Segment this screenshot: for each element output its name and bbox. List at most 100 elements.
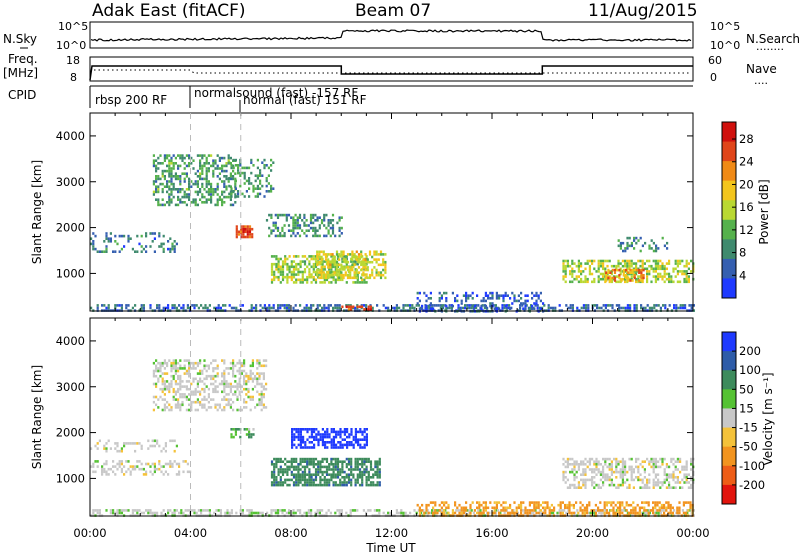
freq-panel-frame <box>89 56 694 82</box>
scatter-cell <box>330 255 333 258</box>
scatter-cell <box>172 175 175 178</box>
scatter-cell <box>188 361 191 365</box>
scatter-cell <box>542 506 545 510</box>
scatter-cell <box>635 241 638 245</box>
scatter-cell <box>277 265 280 269</box>
scatter-cell <box>245 400 248 404</box>
scatter-cell <box>207 154 210 157</box>
scatter-cell <box>363 438 366 441</box>
scatter-cell <box>262 359 265 362</box>
scatter-cell <box>562 470 565 474</box>
scatter-cell <box>659 259 662 263</box>
scatter-cell <box>105 234 108 238</box>
scatter-cell <box>294 219 297 222</box>
scatter-cell <box>460 511 463 515</box>
scatter-cell <box>173 240 176 243</box>
scatter-cell <box>210 377 213 381</box>
scatter-cell <box>308 428 311 431</box>
scatter-cell <box>201 201 204 204</box>
scatter-cell <box>312 457 315 461</box>
scatter-cell <box>375 258 378 261</box>
scatter-cell <box>661 483 664 487</box>
scatter-cell <box>256 403 259 407</box>
scatter-cell <box>517 294 520 297</box>
scatter-cell <box>659 465 662 469</box>
scatter-cell <box>509 503 512 507</box>
scatter-cell <box>157 361 160 365</box>
scatter-cell <box>120 509 123 512</box>
scatter-cell <box>506 506 509 510</box>
scatter-cell <box>230 433 233 436</box>
scatter-cell <box>191 509 194 512</box>
scatter-cell <box>570 503 573 507</box>
scatter-cell <box>238 377 241 381</box>
scatter-cell <box>116 509 119 512</box>
scatter-cell <box>312 229 315 232</box>
scatter-cell <box>151 473 154 476</box>
scatter-cell <box>237 171 240 175</box>
scatter-cell <box>343 438 346 441</box>
scatter-cell <box>361 476 364 479</box>
scatter-cell <box>286 468 289 471</box>
scatter-cell <box>341 468 344 471</box>
scatter-cell <box>185 372 188 375</box>
scatter-cell <box>332 457 335 461</box>
scatter-cell <box>254 406 257 409</box>
scatter-cell <box>214 403 217 407</box>
scatter-cell <box>162 465 165 468</box>
scatter-cell <box>579 506 582 510</box>
scatter-cell <box>274 224 277 227</box>
scatter-cell <box>379 263 383 267</box>
scatter-cell <box>292 476 296 479</box>
scatter-cell <box>630 259 633 263</box>
scatter-cell <box>207 387 210 391</box>
scatter-cell <box>230 166 233 170</box>
scatter-cell <box>596 306 599 310</box>
scatter-cell <box>167 509 170 512</box>
scatter-cell <box>232 400 235 404</box>
scatter-cell <box>246 509 249 512</box>
scatter-cell <box>109 467 112 471</box>
scatter-cell <box>288 275 291 279</box>
scatter-cell <box>654 463 657 466</box>
scatter-cell <box>173 247 176 251</box>
scatter-cell <box>685 511 688 515</box>
scatter-cell <box>263 195 266 198</box>
scatter-cell <box>321 465 324 469</box>
scatter-cell <box>689 501 692 504</box>
scatter-cell <box>107 473 110 476</box>
scatter-cell <box>647 511 650 515</box>
scatter-cell <box>323 268 326 271</box>
scatter-cell <box>162 306 165 310</box>
scatter-cell <box>309 213 313 217</box>
scatter-cell <box>520 509 523 512</box>
scatter-cell <box>270 255 274 258</box>
scatter-cell <box>573 277 576 281</box>
scatter-cell <box>654 262 657 265</box>
scatter-cell <box>422 509 425 512</box>
scatter-cell <box>588 270 591 273</box>
scatter-cell <box>303 213 306 217</box>
scatter-cell <box>279 470 282 474</box>
scatter-cell <box>291 443 294 447</box>
scatter-cell <box>203 201 206 204</box>
scatter-cell <box>334 273 337 276</box>
scatter-cell <box>310 257 313 261</box>
scatter-cell <box>310 304 313 307</box>
scatter-cell <box>341 470 344 474</box>
scatter-cell <box>669 509 672 512</box>
scatter-cell <box>206 306 209 310</box>
scatter-cell <box>468 306 471 310</box>
colorbar-segment <box>722 351 736 371</box>
scatter-cell <box>180 511 183 515</box>
scatter-cell <box>199 190 202 194</box>
scatter-cell <box>223 190 226 194</box>
scatter-cell <box>669 506 672 510</box>
scatter-cell <box>620 279 623 282</box>
scatter-cell <box>240 408 243 412</box>
scatter-cell <box>658 509 661 512</box>
scatter-cell <box>203 403 206 407</box>
scatter-cell <box>597 280 600 284</box>
scatter-cell <box>288 465 291 469</box>
scatter-cell <box>355 255 358 259</box>
